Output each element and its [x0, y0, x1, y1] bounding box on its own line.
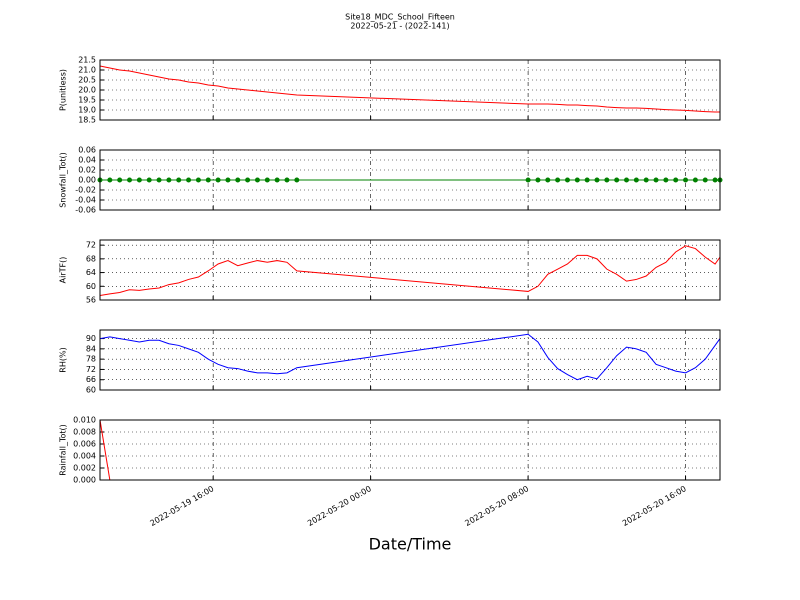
data-point — [712, 177, 718, 183]
data-point — [535, 177, 541, 183]
data-point — [584, 177, 590, 183]
y-tick-label: 60 — [86, 282, 96, 291]
y-tick-label: 66 — [86, 375, 96, 384]
data-point — [564, 177, 570, 183]
y-tick-label: -0.06 — [75, 206, 96, 215]
data-point — [264, 177, 270, 183]
data-point — [254, 177, 260, 183]
data-point — [225, 177, 231, 183]
y-tick-label: 90 — [86, 334, 96, 343]
y-tick-label: 0.02 — [78, 166, 96, 175]
data-point — [614, 177, 620, 183]
y-tick-label: 84 — [86, 344, 96, 353]
y-tick-label: 0.000 — [73, 476, 96, 485]
chart-title: Site18_MDC_School_Fifteen — [345, 13, 455, 22]
plot-frame — [99, 59, 721, 121]
data-point — [117, 177, 123, 183]
data-point — [633, 177, 639, 183]
data-line — [99, 333, 721, 381]
data-point — [127, 177, 133, 183]
y-tick-label: 0.002 — [73, 464, 96, 473]
data-line — [99, 65, 720, 113]
y-tick-label: 0.00 — [78, 176, 96, 185]
y-tick-label: 0.006 — [73, 440, 96, 449]
y-tick-label: 72 — [86, 365, 96, 374]
data-point — [653, 177, 659, 183]
y-tick-label: 60 — [86, 386, 96, 395]
y-axis-label: RH(%) — [59, 347, 68, 372]
y-tick-label: -0.04 — [75, 196, 96, 205]
data-line — [99, 419, 720, 481]
y-axis-label: AirTF() — [59, 257, 68, 284]
data-point — [673, 177, 679, 183]
data-point — [195, 177, 201, 183]
data-point — [166, 177, 172, 183]
y-tick-label: 21.0 — [78, 66, 96, 75]
data-point — [604, 177, 610, 183]
data-point — [702, 177, 708, 183]
y-tick-label: 68 — [86, 254, 96, 263]
y-tick-label: 21.5 — [78, 56, 96, 65]
data-point — [284, 177, 290, 183]
plot-frame — [99, 149, 721, 211]
data-point — [692, 177, 698, 183]
data-point — [156, 177, 162, 183]
y-tick-label: 0.04 — [78, 156, 96, 165]
data-point — [176, 177, 182, 183]
data-point — [663, 177, 669, 183]
y-axis-label: Snowfall_Tot() — [59, 152, 68, 208]
data-point — [186, 177, 192, 183]
y-tick-label: 18.5 — [78, 116, 96, 125]
data-point — [624, 177, 630, 183]
y-tick-label: 0.010 — [73, 416, 96, 425]
y-tick-label: 19.5 — [78, 96, 96, 105]
data-point — [136, 177, 142, 183]
y-tick-label: 20.5 — [78, 76, 96, 85]
plot-frame — [99, 419, 721, 481]
data-point — [525, 177, 531, 183]
y-axis-label: P(unitless) — [59, 69, 68, 111]
data-point — [294, 177, 300, 183]
y-tick-label: 72 — [86, 241, 96, 250]
data-line — [99, 245, 721, 297]
data-point — [643, 177, 649, 183]
data-point — [545, 177, 551, 183]
y-axis-label: Rainfall_Tot() — [59, 424, 68, 476]
data-point — [245, 177, 251, 183]
data-point — [215, 177, 221, 183]
x-tick-label: 2022-05-20 16:00 — [621, 484, 688, 528]
data-point — [555, 177, 561, 183]
data-point — [683, 177, 689, 183]
y-tick-label: 20.0 — [78, 86, 96, 95]
y-tick-label: 64 — [86, 268, 96, 277]
y-tick-label: -0.02 — [75, 186, 96, 195]
data-point — [235, 177, 241, 183]
x-tick-label: 2022-05-20 00:00 — [306, 484, 373, 528]
y-tick-label: 78 — [86, 355, 96, 364]
data-point — [274, 177, 280, 183]
data-point — [146, 177, 152, 183]
y-tick-label: 56 — [86, 296, 96, 305]
chart-subtitle: 2022-05-21 - (2022-141) — [350, 22, 449, 31]
data-point — [205, 177, 211, 183]
plot-frame — [99, 329, 721, 391]
data-point — [574, 177, 580, 183]
y-tick-label: 0.008 — [73, 428, 96, 437]
plot-frame — [99, 239, 721, 301]
y-tick-label: 0.06 — [78, 146, 96, 155]
y-tick-label: 0.004 — [73, 452, 96, 461]
x-tick-label: 2022-05-19 16:00 — [148, 484, 215, 528]
x-tick-label: 2022-05-20 08:00 — [463, 484, 530, 528]
y-tick-label: 19.0 — [78, 106, 96, 115]
data-point — [107, 177, 113, 183]
x-axis-label: Date/Time — [369, 535, 452, 554]
data-point — [594, 177, 600, 183]
